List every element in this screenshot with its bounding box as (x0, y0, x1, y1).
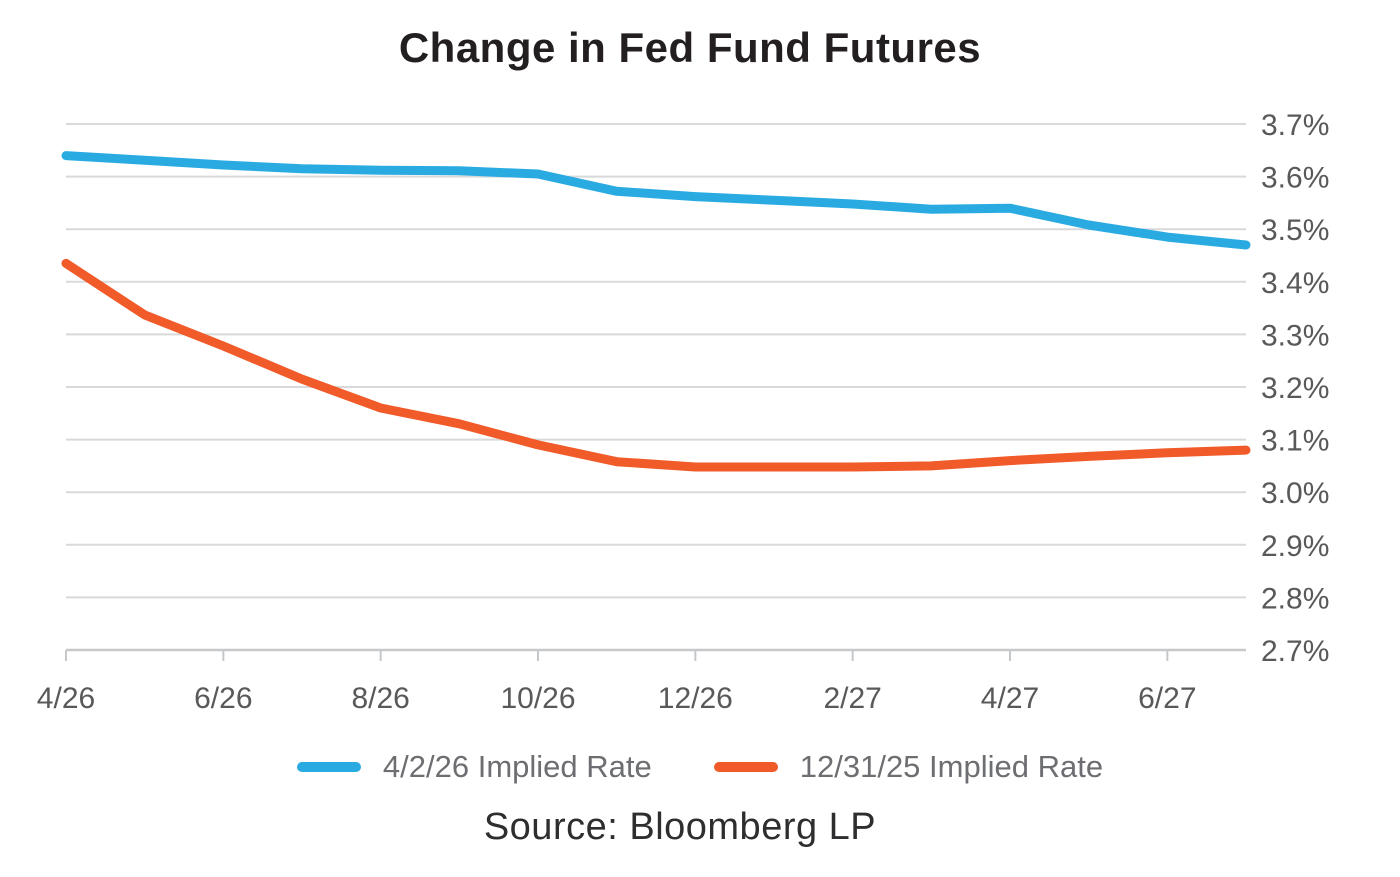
x-axis-label-4/27: 4/27 (981, 682, 1039, 715)
y-axis-label-3.3%: 3.3% (1261, 319, 1329, 352)
y-axis-label-3.0%: 3.0% (1261, 477, 1329, 510)
x-axis-label-2/27: 2/27 (823, 682, 881, 715)
y-axis-label-3.5%: 3.5% (1261, 214, 1329, 247)
x-axis-label-10/26: 10/26 (500, 682, 575, 715)
y-axis-label-3.2%: 3.2% (1261, 372, 1329, 405)
legend-label-blue: 4/2/26 Implied Rate (382, 749, 652, 784)
x-axis-label-12/26: 12/26 (658, 682, 733, 715)
x-axis-label-4/26: 4/26 (37, 682, 95, 715)
y-axis-label-2.7%: 2.7% (1261, 635, 1329, 668)
legend-swatch-orange-line (713, 761, 778, 772)
series-line-4-2-26-implied-rate (61, 151, 1251, 250)
legend-swatch-blue-line (296, 761, 361, 772)
y-axis-label-3.1%: 3.1% (1261, 425, 1329, 458)
legend-item-blue: 4/2/26 Implied Rate (296, 749, 652, 784)
y-axis-label-3.6%: 3.6% (1261, 162, 1329, 195)
x-axis-label-6/27: 6/27 (1138, 682, 1196, 715)
y-axis-label-3.7%: 3.7% (1261, 109, 1329, 142)
x-axis-label-8/26: 8/26 (351, 682, 409, 715)
x-axis-label-6/26: 6/26 (194, 682, 252, 715)
legend-label-orange: 12/31/25 Implied Rate (799, 749, 1104, 784)
source-caption: Source: Bloomberg LP (483, 806, 877, 848)
legend-item-orange: 12/31/25 Implied Rate (713, 749, 1104, 784)
series-line-12-31-25-implied-rate (61, 258, 1251, 472)
chart-title: Change in Fed Fund Futures (398, 24, 982, 71)
legend: 4/2/26 Implied Rate 12/31/25 Implied Rat… (0, 751, 1400, 782)
y-axis-label-2.8%: 2.8% (1261, 582, 1329, 615)
y-axis-label-2.9%: 2.9% (1261, 530, 1329, 563)
y-axis-label-3.4%: 3.4% (1261, 267, 1329, 300)
